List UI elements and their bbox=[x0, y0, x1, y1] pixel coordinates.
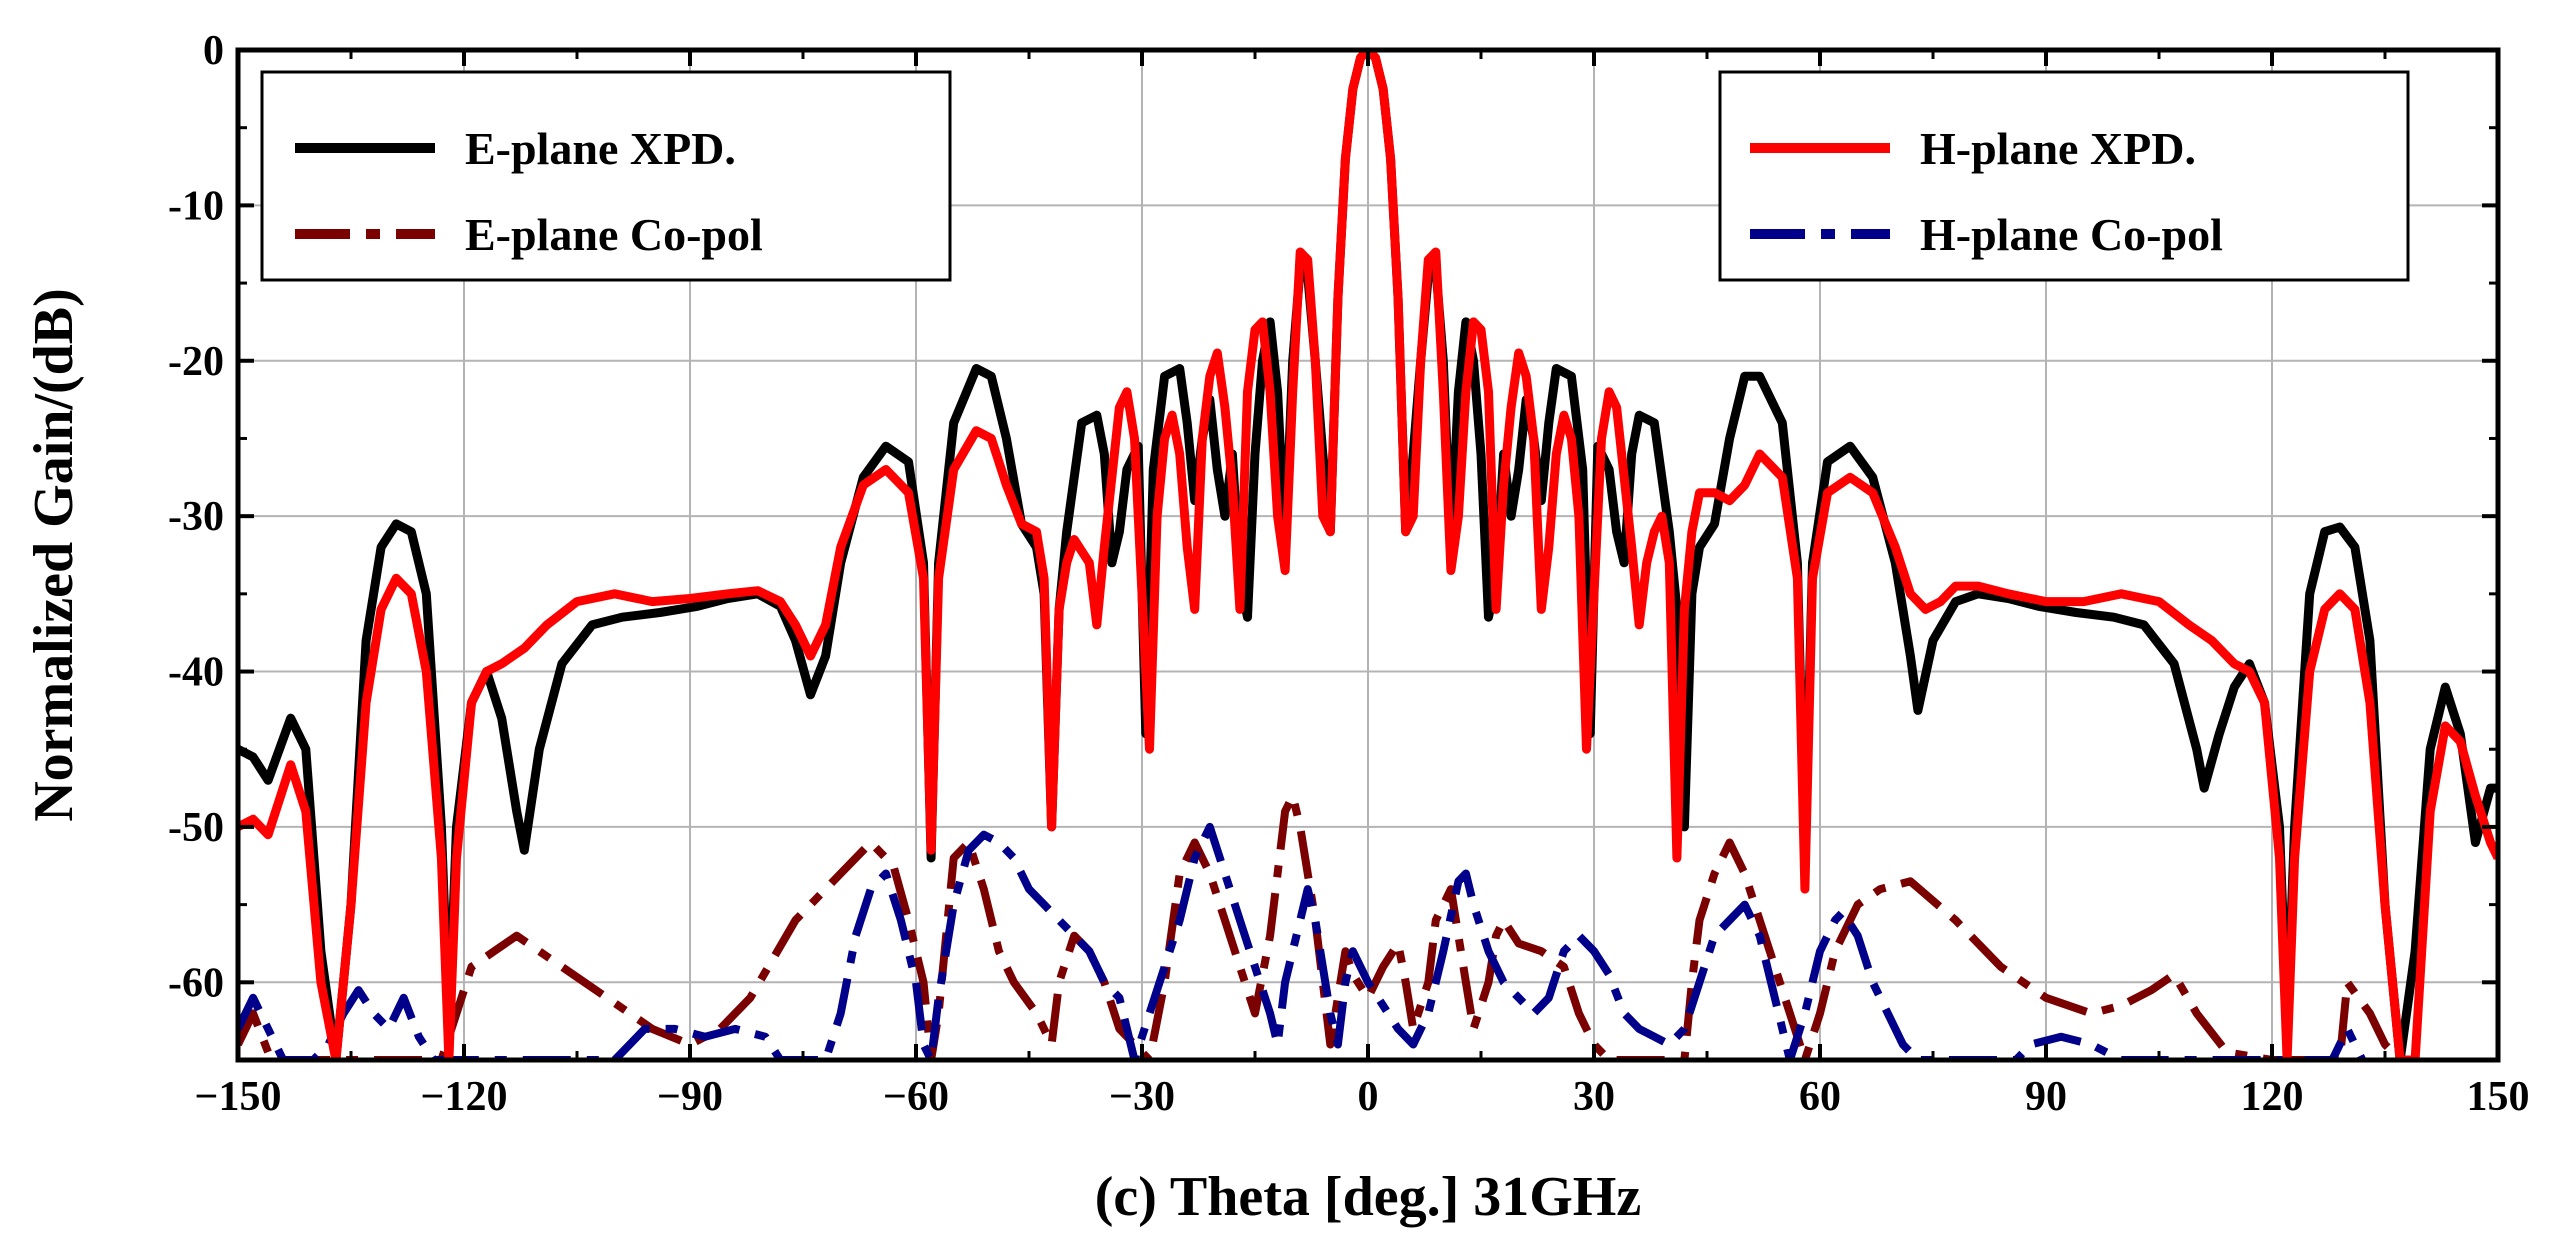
legend-left-box bbox=[260, 70, 952, 282]
y-tick-label: -50 bbox=[168, 805, 224, 851]
legend-left: E-plane XPD. E-plane Co-pol bbox=[260, 70, 952, 282]
legend-right-box bbox=[1718, 70, 2410, 282]
legend-label-e-plane-co-pol: E-plane Co-pol bbox=[465, 209, 763, 260]
x-tick-label: −90 bbox=[657, 1074, 723, 1120]
series-line-h-plane-xpd bbox=[238, 50, 2498, 1060]
x-axis-title: (c) Theta [deg.] 31GHz bbox=[1095, 1166, 1641, 1228]
x-tick-label: 60 bbox=[1799, 1074, 1841, 1120]
x-tick-label: 30 bbox=[1573, 1074, 1615, 1120]
x-tick-label: −60 bbox=[883, 1074, 949, 1120]
y-axis-tick-labels: 0 -10 -20 -30 -40 -50 -60 bbox=[168, 28, 224, 1006]
y-tick-label: -40 bbox=[168, 650, 224, 696]
x-tick-label: −120 bbox=[421, 1074, 508, 1120]
series-line-e-plane-co-pol bbox=[238, 791, 2403, 1060]
x-tick-label: 120 bbox=[2241, 1074, 2304, 1120]
series-layer bbox=[238, 50, 2498, 1060]
x-tick-label: 90 bbox=[2025, 1074, 2067, 1120]
legend-right: H-plane XPD. H-plane Co-pol bbox=[1718, 70, 2410, 282]
axis-ticks bbox=[236, 48, 2500, 1062]
y-tick-label: -60 bbox=[168, 960, 224, 1006]
x-tick-label: 150 bbox=[2467, 1074, 2530, 1120]
y-axis-title: Normalized Gain/(dB) bbox=[23, 288, 85, 822]
legend-label-e-plane-xpd: E-plane XPD. bbox=[465, 123, 736, 174]
y-tick-label: -10 bbox=[168, 183, 224, 229]
legend-label-h-plane-co-pol: H-plane Co-pol bbox=[1920, 209, 2223, 260]
x-axis-tick-labels: −150 −120 −90 −60 −30 0 30 60 90 120 150 bbox=[195, 1074, 2530, 1120]
x-tick-label: 0 bbox=[1358, 1074, 1379, 1120]
x-tick-label: −30 bbox=[1109, 1074, 1175, 1120]
series-line-h-plane-co-pol bbox=[238, 822, 2366, 1060]
y-tick-label: -20 bbox=[168, 339, 224, 385]
y-tick-label: -30 bbox=[168, 494, 224, 540]
x-tick-label: −150 bbox=[195, 1074, 282, 1120]
legend-label-h-plane-xpd: H-plane XPD. bbox=[1920, 123, 2196, 174]
y-tick-label: 0 bbox=[203, 28, 224, 74]
